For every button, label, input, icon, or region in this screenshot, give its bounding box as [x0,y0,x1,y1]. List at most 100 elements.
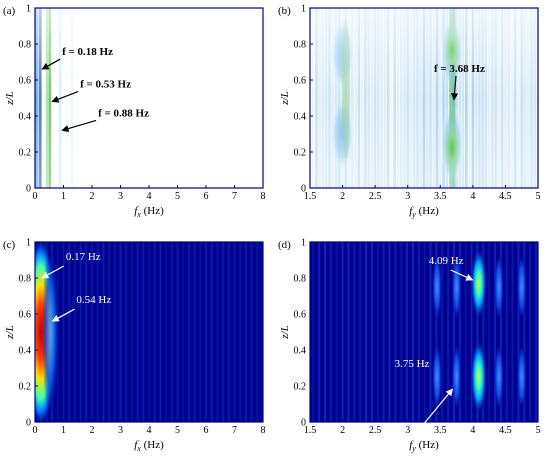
x-axis-label: fx (Hz) [134,439,164,453]
x-tick-label: 3.5 [434,191,447,202]
x-tick-label: 1 [61,425,66,436]
annotation-arrow [51,91,79,103]
spectral-stripe [222,242,225,422]
heatmap-content [35,8,263,188]
heatmap-content [310,8,538,188]
x-tick-label: 4 [147,425,152,436]
y-axis-label: z/L [279,91,291,105]
annotation-arrow [41,265,65,279]
spectral-stripe [435,242,438,422]
annotation-arrow [450,75,459,101]
spectral-stripe [159,242,162,422]
spectral-stripe [205,242,207,422]
x-axis-label-subscript: y [411,444,416,453]
x-tick-label: 7 [232,191,237,202]
spectral-stripe [499,242,502,422]
x-tick-label: 4 [470,191,475,202]
x-tick-label: 3.5 [434,425,447,436]
y-tick-label: 1 [301,238,306,249]
spectral-stripe [365,242,368,422]
y-tick-label: 0.2 [19,148,32,159]
x-axis-label-symbol: f [409,439,414,451]
x-axis-label-symbol: f [409,205,414,217]
plot-frame [309,7,539,189]
x-axis-label-subscript: x [136,444,141,453]
y-tick-label: 0.4 [19,112,32,123]
panel-label: (b) [278,5,291,17]
y-tick-label: 0.4 [294,346,307,357]
plot-background [35,242,263,422]
x-tick-label: 4 [147,191,152,202]
y-axis-label: z/L [4,91,16,105]
spectral-stripe [388,242,391,422]
x-tick-label: 8 [261,425,266,436]
heatmap-content [35,242,263,422]
annotation-arrow [41,58,61,70]
y-tick-label: 0.6 [294,310,307,321]
spectral-stripe [353,242,356,422]
spectral-stripe [376,242,379,422]
energy-peak [470,247,487,320]
panel-label: (d) [278,239,291,251]
spectral-stripe [382,242,385,422]
y-tick-label: 1 [26,238,31,249]
y-tick-label: 0.2 [294,148,307,159]
x-tick-label: 7 [232,425,237,436]
spectral-stripe [108,242,111,422]
y-tick-label: 0.2 [19,382,32,393]
spectral-stripe [256,242,259,422]
energy-blob [493,342,504,412]
annotation-label: f = 0.18 Hz [62,46,113,58]
y-tick-label: 0.4 [294,112,307,123]
x-axis-label-unit: (Hz) [416,439,439,451]
annotation-arrow [51,308,75,322]
x-axis-label-unit: (Hz) [141,205,164,217]
spectral-stripe [250,242,253,422]
y-tick-label: 0.6 [19,310,32,321]
x-axis-label: fx (Hz) [134,205,164,219]
y-tick-label: 0.8 [294,274,307,285]
annotation-arrow [450,269,474,281]
spectral-stripe [429,242,432,422]
spectral-stripe [113,242,116,422]
x-axis-label-unit: (Hz) [416,205,439,217]
spectral-stripe [62,242,65,422]
energy-blob [451,252,462,322]
spectral-stripe [73,242,76,422]
spectral-stripe [452,242,455,422]
x-tick-label: 4.5 [499,191,512,202]
spectral-stripe [79,242,82,422]
y-tick-label: 0.6 [19,76,32,87]
y-tick-label: 0 [26,184,31,195]
energy-blob [451,342,462,412]
spectral-stripe [102,242,105,422]
spectral-stripe [323,242,326,422]
x-tick-label: 3 [118,191,123,202]
spectral-stripe [216,242,219,422]
x-axis-label-unit: (Hz) [141,439,164,451]
x-tick-label: 0 [33,191,38,202]
x-tick-label: 6 [204,425,209,436]
fade-overlay [310,8,538,188]
x-tick-label: 2 [90,425,95,436]
x-tick-label: 2.5 [369,425,382,436]
spectral-stripe [347,242,350,422]
panel-c: 0 1 2 3 4 5 6 7 8 0 0.2 0.4 0.6 0.8 1 fx (Hz) z/L (c) 0.17… [3,238,266,454]
spectral-stripe [233,242,236,422]
y-tick-label: 1 [26,4,31,15]
x-axis-label-subscript: y [411,210,416,219]
annotation-label: 4.09 Hz [429,255,464,267]
x-tick-label: 2 [90,191,95,202]
energy-blob [516,252,527,322]
spectral-stripe [176,242,179,422]
x-tick-label: 1.5 [304,191,317,202]
spectral-stripe [153,242,156,422]
spectral-stripe [335,242,338,422]
x-tick-label: 5 [175,191,180,202]
spectral-stripe [136,242,139,422]
x-tick-label: 3 [118,425,123,436]
y-tick-label: 0.2 [294,382,307,393]
x-axis-label: fy (Hz) [409,205,439,219]
y-axis-label: z/L [4,325,16,339]
energy-blob [516,342,527,412]
